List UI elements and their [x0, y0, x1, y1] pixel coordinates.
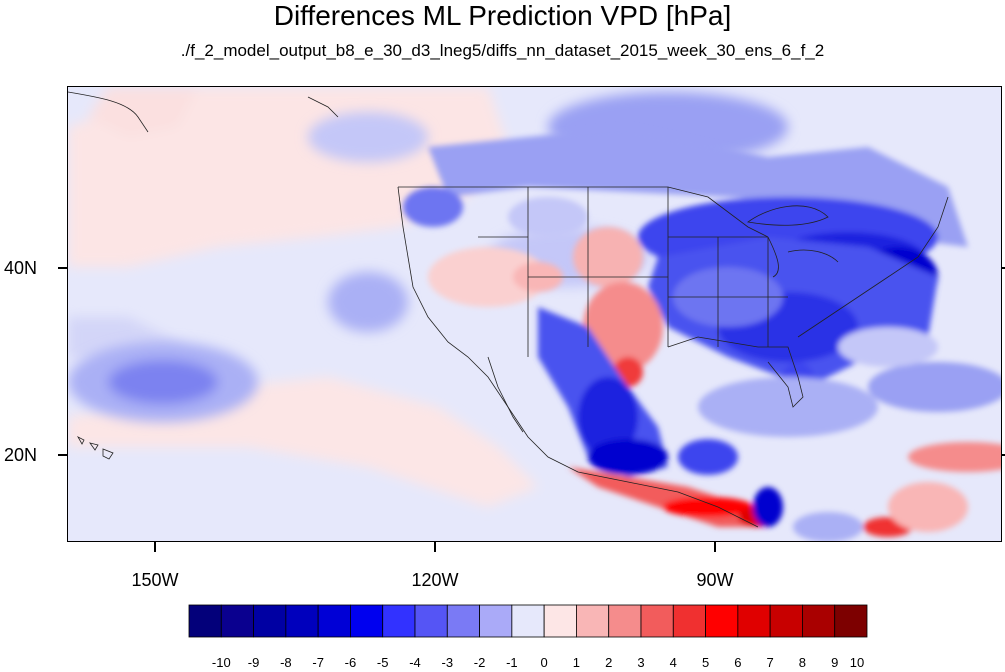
colorbar-swatch: [188, 604, 222, 638]
lat-label-20n: 20N: [4, 445, 38, 465]
colorbar-tick-label: -9: [247, 655, 260, 670]
colorbar-swatch: [317, 604, 351, 638]
colorbar-tick-label: 1: [572, 655, 581, 670]
lat-label-40n: 40N: [4, 258, 38, 278]
colorbar-swatch: [640, 604, 674, 638]
colorbar-tick-label: 6: [734, 655, 742, 670]
colorbar-swatch: [672, 604, 706, 638]
colorbar-swatch: [382, 604, 416, 638]
colorbar-tick-label: -2: [473, 655, 486, 670]
colorbar-tick-label: -1: [506, 655, 518, 670]
colorbar-tick-label: -8: [280, 655, 292, 670]
colorbar-swatch: [253, 604, 287, 638]
colorbar-swatch: [511, 604, 545, 638]
colorbar-tick-label: 9: [831, 655, 839, 670]
colorbar-tick-label: 8: [798, 655, 807, 670]
lon-label-90w: 90W: [696, 570, 734, 590]
colorbar-swatch: [543, 604, 577, 638]
lat-tick-40n-right: [1002, 267, 1005, 269]
lon-label-150w: 150W: [131, 570, 179, 590]
colorbar-swatch: [479, 604, 513, 638]
colorbar-tick-label: -6: [344, 655, 357, 670]
lon-label-120w: 120W: [411, 570, 459, 590]
colorbar-swatch: [350, 604, 384, 638]
colorbar-swatch: [220, 604, 254, 638]
lon-tick-120w: [434, 542, 436, 552]
map-plot-area: [67, 86, 1002, 542]
lon-tick-90w: [714, 542, 716, 552]
colorbar-tick-label: 5: [701, 655, 710, 670]
colorbar-tick-label: -5: [376, 655, 389, 670]
colorbar-swatch: [769, 604, 803, 638]
colorbar-swatch: [608, 604, 642, 638]
colorbar-tick-label: 7: [766, 655, 774, 670]
colorbar-swatch: [576, 604, 610, 638]
colorbar-swatch: [737, 604, 771, 638]
difference-field-map: [68, 87, 1001, 541]
colorbar-swatch: [285, 604, 319, 638]
chart-title: Differences ML Prediction VPD [hPa]: [273, 0, 732, 31]
colorbar-tick-label: -10: [211, 655, 231, 670]
colorbar: [188, 604, 868, 638]
colorbar-tick-label: -3: [441, 655, 454, 670]
lat-tick-20n-right: [1002, 454, 1005, 456]
chart-subtitle: ./f_2_model_output_b8_e_30_d3_lneg5/diff…: [180, 41, 825, 60]
colorbar-swatch: [705, 604, 739, 638]
colorbar-swatch: [446, 604, 480, 638]
colorbar-tick-label: -7: [312, 655, 324, 670]
colorbar-tick-label: 0: [540, 655, 548, 670]
colorbar-swatch: [802, 604, 836, 638]
lat-tick-40n-left: [58, 267, 67, 269]
colorbar-tick-label: 4: [669, 655, 677, 670]
colorbar-swatch: [414, 604, 448, 638]
colorbar-tick-label: 10: [849, 655, 865, 670]
colorbar-tick-label: -4: [409, 655, 421, 670]
colorbar-tick-label: 3: [637, 655, 645, 670]
lon-tick-150w: [154, 542, 156, 552]
colorbar-tick-label: 2: [605, 655, 613, 670]
lat-tick-20n-left: [58, 454, 67, 456]
colorbar-swatch: [834, 604, 868, 638]
